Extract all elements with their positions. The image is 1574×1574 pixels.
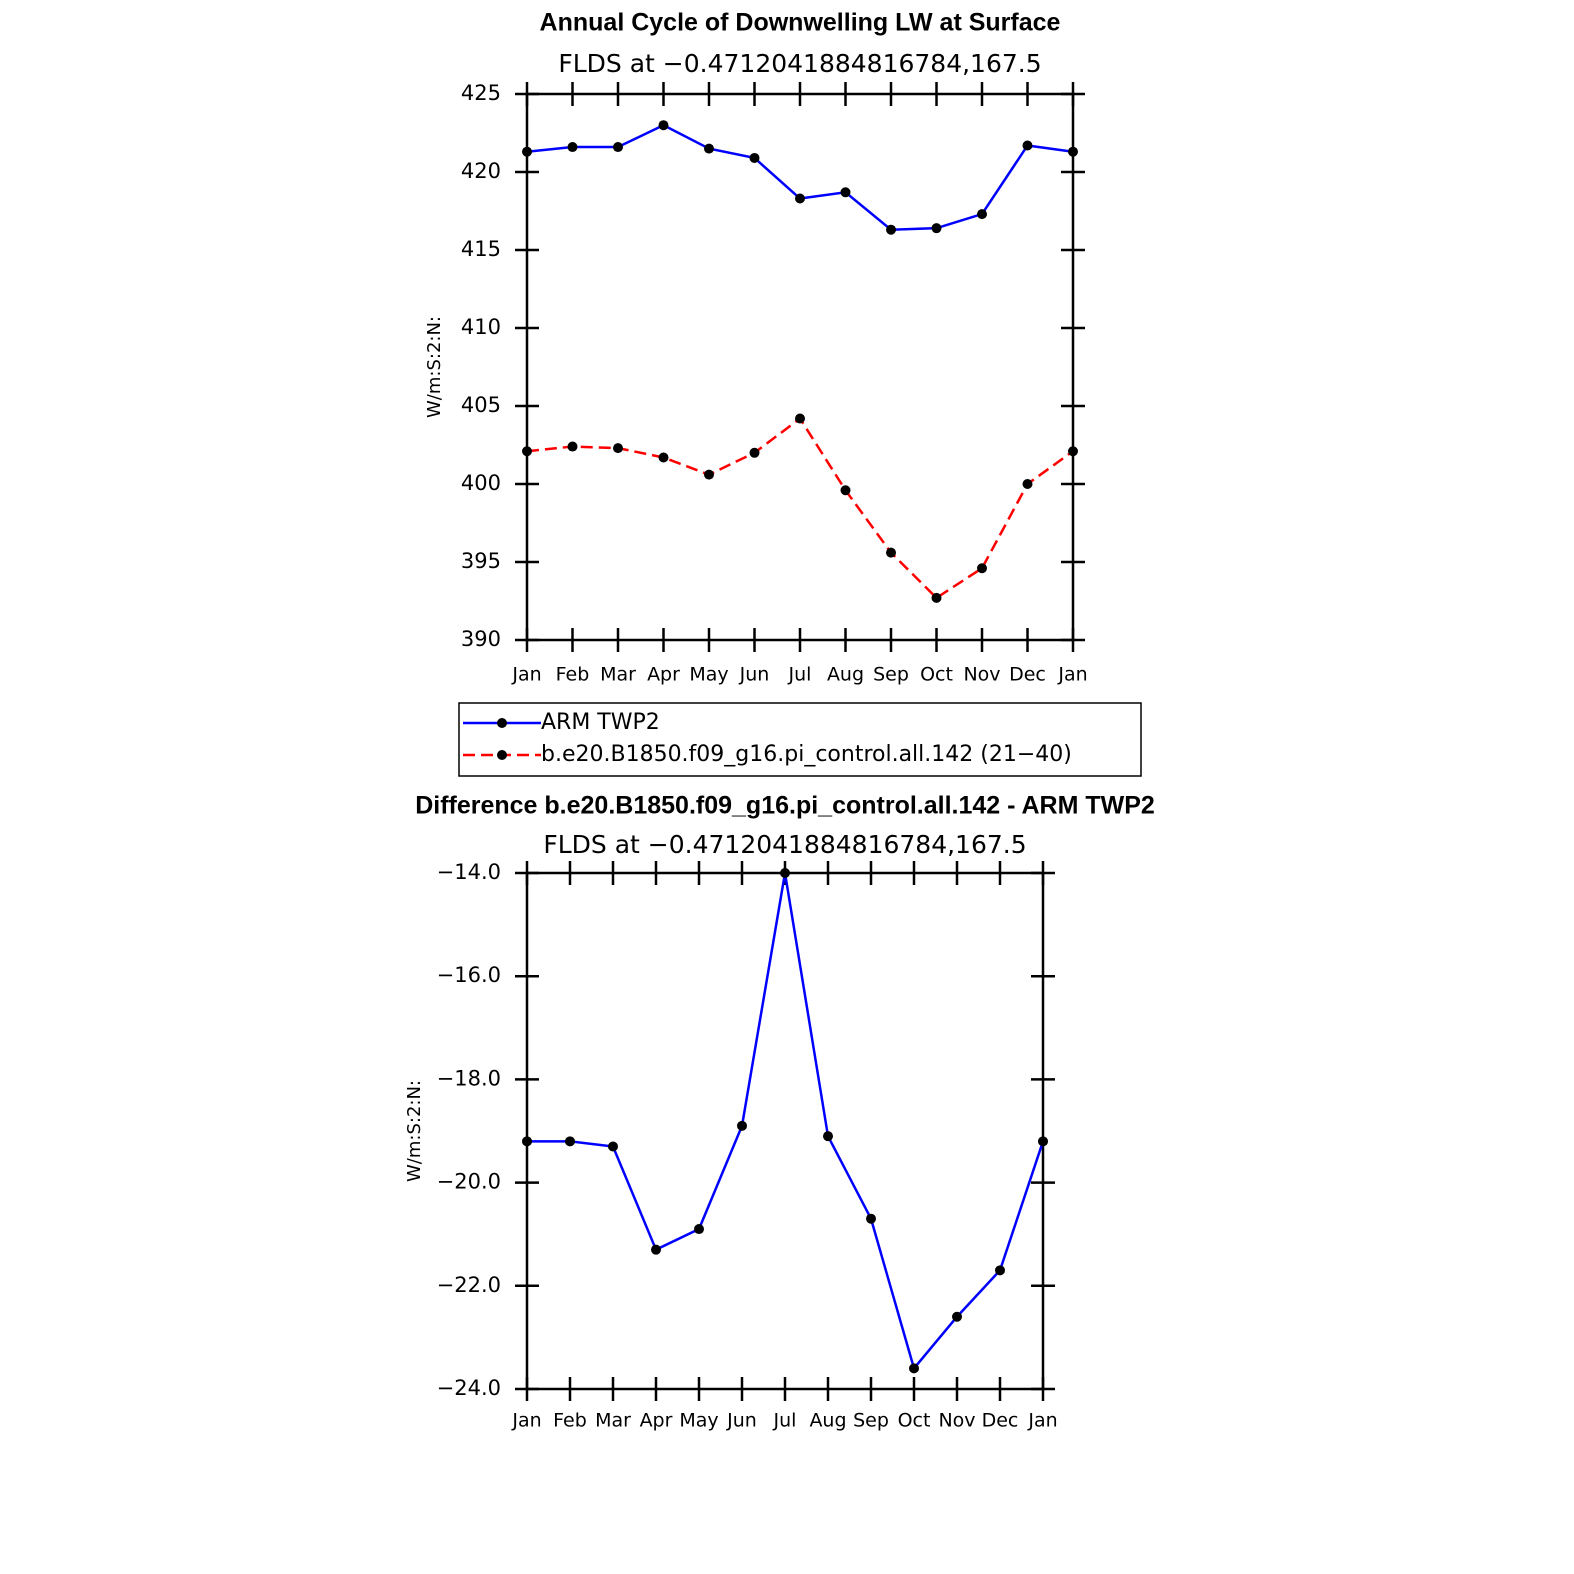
x-tick-label: Aug <box>827 664 864 686</box>
data-point <box>909 1363 919 1374</box>
y-tick-label: 400 <box>461 471 501 495</box>
data-point <box>952 1311 962 1322</box>
data-point <box>840 187 851 198</box>
x-tick-label: Sep <box>853 1410 889 1432</box>
data-point <box>840 485 851 496</box>
x-tick-label: Jan <box>1027 1410 1057 1432</box>
data-point <box>658 120 669 131</box>
x-tick-label: Jan <box>511 1410 541 1432</box>
y-axis-label: W/m:S:2:N: <box>404 1080 425 1182</box>
legend-label: b.e20.B1850.f09_g16.pi_control.all.142 (… <box>541 742 1072 767</box>
data-point <box>780 868 790 878</box>
data-point <box>1068 446 1078 457</box>
y-tick-label: 405 <box>461 393 501 417</box>
data-point <box>567 142 578 153</box>
data-point <box>704 469 714 480</box>
y-tick-label: −18.0 <box>437 1066 501 1090</box>
chart-subtitle: FLDS at −0.4712041884816784,167.5 <box>558 49 1041 78</box>
data-point <box>704 143 714 154</box>
x-tick-label: Oct <box>898 1410 931 1432</box>
y-tick-label: 420 <box>461 159 501 183</box>
y-tick-label: 395 <box>461 549 501 573</box>
data-point <box>931 592 942 603</box>
x-tick-label: Aug <box>809 1410 846 1432</box>
data-point <box>613 443 623 454</box>
data-point <box>749 152 760 163</box>
data-point <box>795 413 805 424</box>
data-point <box>977 563 987 574</box>
data-point <box>866 1213 876 1224</box>
x-tick-label: Sep <box>873 664 909 686</box>
x-tick-label: Jan <box>511 664 541 686</box>
x-tick-label: Mar <box>600 664 636 686</box>
x-tick-label: May <box>689 664 728 686</box>
y-tick-label: 390 <box>461 627 501 651</box>
x-tick-label: Oct <box>920 664 953 686</box>
data-point <box>749 447 760 458</box>
data-point <box>1022 479 1033 489</box>
y-tick-label: 415 <box>461 237 501 261</box>
data-point <box>737 1120 747 1131</box>
data-point <box>522 146 532 157</box>
x-tick-label: Feb <box>553 1410 587 1432</box>
data-point <box>1068 146 1078 157</box>
y-tick-label: 425 <box>461 81 501 105</box>
x-tick-label: Jul <box>788 664 812 686</box>
data-point <box>931 223 942 234</box>
data-point <box>1022 140 1033 151</box>
data-point <box>694 1224 704 1235</box>
data-point <box>886 547 896 558</box>
data-point <box>522 1136 532 1147</box>
plot-frame <box>525 871 1045 1391</box>
data-point <box>651 1244 661 1255</box>
data-point <box>658 452 669 463</box>
series-line <box>526 123 1074 231</box>
y-tick-label: −24.0 <box>437 1376 501 1400</box>
data-point <box>1038 1136 1048 1147</box>
series-line <box>526 416 1074 600</box>
data-point <box>567 441 578 452</box>
legend-box <box>458 702 1142 777</box>
data-point <box>995 1265 1005 1276</box>
data-point <box>886 224 896 235</box>
y-axis-label: W/m:S:2:N: <box>424 316 445 418</box>
chart-title: Difference b.e20.B1850.f09_g16.pi_contro… <box>415 792 1155 820</box>
y-tick-label: −14.0 <box>437 860 501 884</box>
x-tick-label: Jun <box>739 664 770 686</box>
data-point <box>795 193 805 204</box>
x-tick-label: Nov <box>963 664 1000 686</box>
y-tick-label: −22.0 <box>437 1273 501 1297</box>
y-tick-label: 410 <box>461 315 501 339</box>
x-tick-label: May <box>679 1410 718 1432</box>
y-tick-label: −16.0 <box>437 963 501 987</box>
x-tick-label: Apr <box>640 1410 673 1432</box>
chart-title: Annual Cycle of Downwelling LW at Surfac… <box>540 9 1061 37</box>
data-point <box>522 446 532 457</box>
x-tick-label: Dec <box>982 1410 1019 1432</box>
data-point <box>613 142 623 153</box>
x-tick-label: Nov <box>938 1410 975 1432</box>
data-point <box>823 1131 833 1142</box>
x-tick-label: Jul <box>773 1410 797 1432</box>
x-tick-label: Jun <box>726 1410 757 1432</box>
y-tick-label: −20.0 <box>437 1170 501 1194</box>
x-tick-label: Mar <box>595 1410 631 1432</box>
data-point <box>565 1136 575 1147</box>
x-tick-label: Feb <box>556 664 590 686</box>
legend-label: ARM TWP2 <box>541 710 660 735</box>
data-point <box>608 1141 618 1152</box>
x-tick-label: Jan <box>1057 664 1087 686</box>
plot-frame <box>525 92 1075 642</box>
x-tick-label: Dec <box>1009 664 1046 686</box>
series-line <box>527 872 1045 1371</box>
legend-marker <box>497 718 507 728</box>
data-point <box>977 209 987 220</box>
x-tick-label: Apr <box>647 664 680 686</box>
chart-subtitle: FLDS at −0.4712041884816784,167.5 <box>543 830 1026 859</box>
legend-marker <box>497 750 507 760</box>
